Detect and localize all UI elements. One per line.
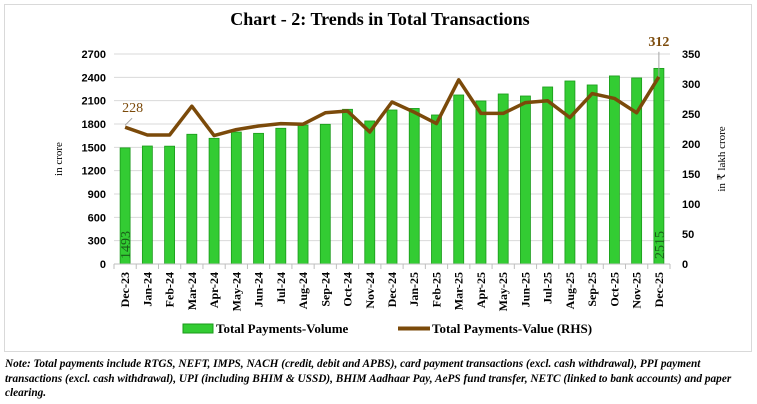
bar-volume xyxy=(253,132,264,265)
x-tick-label: Jun-24 xyxy=(252,272,266,307)
chart: Chart - 2: Trends in Total Transactions … xyxy=(53,9,728,336)
bar-volume xyxy=(408,108,420,265)
y2-tick-label: 0 xyxy=(682,259,688,271)
bar-volume xyxy=(475,100,487,265)
x-tick-label: Dec-24 xyxy=(385,272,399,307)
bar-volume xyxy=(609,75,620,265)
x-tick-label: Mar-24 xyxy=(185,272,199,310)
x-tick-label: Jul-24 xyxy=(274,272,288,304)
bar-volume xyxy=(520,95,531,265)
legend-label-volume: Total Payments-Volume xyxy=(216,321,349,336)
chart-frame xyxy=(4,4,752,352)
bar-volume xyxy=(586,84,598,265)
bar-volume xyxy=(230,131,242,265)
y-tick-label: 0 xyxy=(100,259,106,271)
y2-tick-label: 50 xyxy=(682,229,694,241)
bar-volume xyxy=(542,86,554,265)
bar-volume xyxy=(164,145,176,265)
y-tick-label: 1800 xyxy=(82,119,106,131)
x-tick-label: Jan-24 xyxy=(140,272,154,307)
bar-volume xyxy=(431,114,442,265)
y2-tick-label: 250 xyxy=(682,109,700,121)
y2-axis-label: in ₹ lakh crore xyxy=(716,126,728,191)
y2-tick-label: 150 xyxy=(682,169,700,181)
x-tick-label: Nov-24 xyxy=(363,272,377,309)
y-axis-label: in crore xyxy=(53,142,65,176)
line-data-label: 228 xyxy=(122,101,143,116)
bar-volume xyxy=(319,123,331,265)
x-tick-label: Aug-25 xyxy=(563,272,577,309)
chart-title: Chart - 2: Trends in Total Transactions xyxy=(230,9,529,29)
y2-tick-label: 350 xyxy=(682,49,700,61)
y-tick-label: 600 xyxy=(88,212,106,224)
bar-volume xyxy=(564,80,576,265)
bar-volume xyxy=(342,108,353,265)
x-tick-label: Apr-24 xyxy=(207,272,221,308)
x-tick-label: Dec-23 xyxy=(118,272,132,307)
x-tick-label: Sep-24 xyxy=(318,272,332,307)
x-tick-label: Oct-24 xyxy=(341,272,355,307)
y-tick-label: 1500 xyxy=(82,142,106,154)
bar-data-label: 1493 xyxy=(119,231,134,259)
x-tick-label: Nov-25 xyxy=(630,272,644,309)
x-tick-label: Feb-25 xyxy=(429,272,443,307)
y-tick-label: 900 xyxy=(88,189,106,201)
bar-volume xyxy=(186,133,198,265)
line-data-label: 312 xyxy=(648,35,669,50)
y-tick-label: 2700 xyxy=(82,49,106,61)
x-tick-label: Jul-25 xyxy=(541,272,555,304)
footnote: Note: Total payments include RTGS, NEFT,… xyxy=(5,358,732,399)
bar-volume xyxy=(386,109,398,265)
x-tick-label: Mar-25 xyxy=(452,272,466,310)
bar-volume xyxy=(453,94,465,265)
x-tick-label: Oct-25 xyxy=(607,272,621,307)
bar-volume xyxy=(297,124,309,265)
bar-data-label: 2515 xyxy=(653,231,668,259)
x-tick-label: Sep-25 xyxy=(585,272,599,307)
leader-line xyxy=(124,117,133,126)
x-tick-label: May-24 xyxy=(229,272,243,311)
legend: Total Payments-Volume Total Payments-Val… xyxy=(182,321,592,336)
x-tick-label: Feb-24 xyxy=(163,272,177,307)
y-tick-label: 300 xyxy=(88,236,106,248)
x-tick-label: Apr-25 xyxy=(474,272,488,308)
y-tick-label: 1200 xyxy=(82,166,106,178)
bar-volume xyxy=(208,137,220,265)
y2-tick-label: 300 xyxy=(682,79,700,91)
y-tick-label: 2400 xyxy=(82,72,106,84)
x-tick-label: Jun-25 xyxy=(518,272,532,307)
y2-tick-label: 100 xyxy=(682,199,700,211)
x-tick-label: May-25 xyxy=(496,272,510,311)
bar-volume xyxy=(364,120,376,265)
y2-tick-label: 200 xyxy=(682,139,700,151)
y-tick-label: 2100 xyxy=(82,96,106,108)
x-tick-label: Jan-25 xyxy=(407,272,421,307)
x-tick-label: Dec-25 xyxy=(652,272,666,307)
legend-label-value: Total Payments-Value (RHS) xyxy=(432,321,592,336)
bar-volume xyxy=(141,145,153,265)
bar-volume xyxy=(275,127,287,265)
bar-volume xyxy=(497,93,509,265)
legend-swatch-volume xyxy=(182,323,214,334)
x-tick-label: Aug-24 xyxy=(296,272,310,309)
